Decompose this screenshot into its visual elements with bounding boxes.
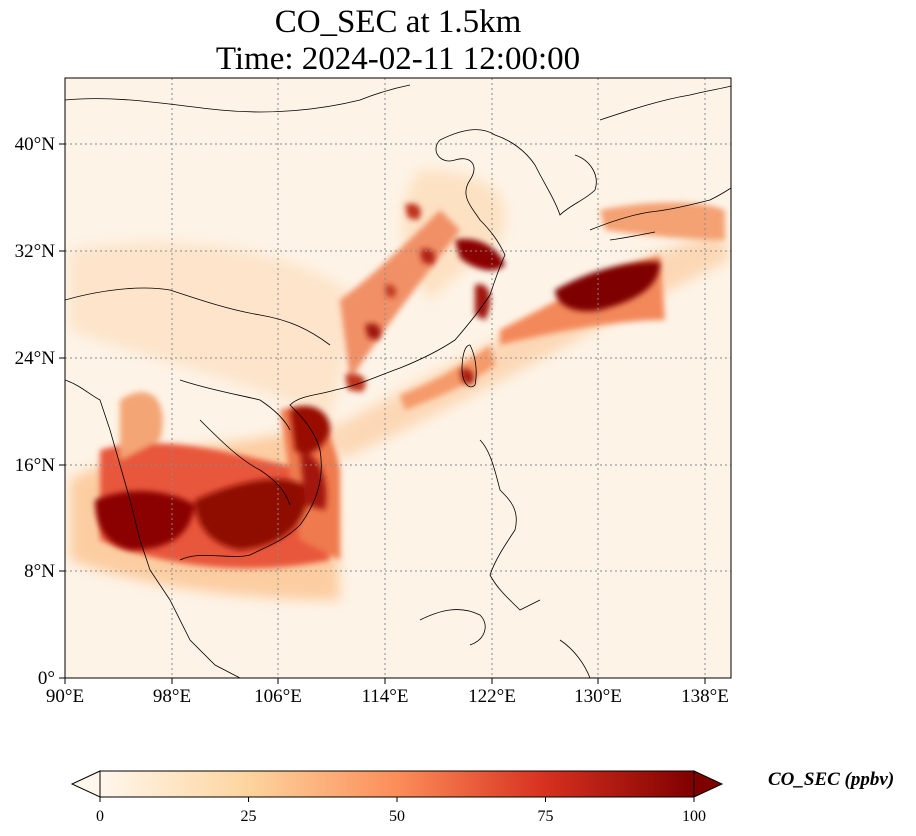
map-background	[65, 78, 731, 678]
hotspot-inland-3	[405, 203, 421, 220]
hotspot-thailand-myanmar	[95, 490, 195, 550]
colorbar-tick-label: 75	[538, 808, 554, 825]
hotspot-guangdong	[345, 373, 366, 392]
colorbar-max-extend	[693, 770, 724, 798]
lon-tick-label: 106°E	[254, 686, 302, 707]
lon-tick-label: 138°E	[681, 686, 729, 707]
lat-tick-label: 24°N	[15, 348, 56, 369]
plume-medium-myanmar	[120, 392, 163, 460]
colorbar-tick-label: 100	[682, 808, 706, 825]
lat-tick-labels: 0° 8°N 16°N 24°N 32°N 40°N	[15, 134, 56, 689]
plume-medium-japan	[600, 202, 725, 240]
colorbar-ticks	[99, 797, 695, 802]
hotspot-yangtze-delta	[455, 239, 505, 271]
lat-tick-label: 32°N	[15, 241, 56, 262]
map-panel: 90°E 98°E 106°E 114°E 122°E 130°E 138°E …	[15, 77, 732, 707]
plume-band-south-china	[70, 242, 360, 420]
lon-tick-label: 130°E	[574, 686, 622, 707]
map-subtitle: Time: 2024-02-11 12:00:00	[215, 41, 581, 77]
plume-medium-taiwan-strait	[400, 345, 495, 410]
coastlines	[65, 84, 731, 678]
map-frame	[64, 77, 732, 679]
colorbar-tick-label: 0	[96, 808, 104, 825]
hotspot-inland-2	[420, 248, 436, 265]
hotspot-pacific-plume	[555, 261, 660, 312]
lon-tick-label: 98°E	[153, 686, 191, 707]
concentration-field	[65, 78, 731, 678]
hotspot-taiwan	[460, 368, 475, 385]
lon-tick-labels: 90°E 98°E 106°E 114°E 122°E 130°E 138°E	[46, 686, 729, 707]
colorbar-gradient	[100, 771, 694, 797]
hotspot-cambodia	[195, 479, 310, 550]
lat-tick-label: 0°	[38, 668, 55, 689]
map-title: CO_SEC at 1.5km	[274, 4, 522, 40]
hotspot-inland-1	[365, 323, 381, 340]
lat-tick-label: 40°N	[15, 134, 56, 155]
lon-tick-label: 90°E	[46, 686, 84, 707]
colorbar-label: CO_SEC (ppbv)	[768, 769, 895, 790]
lon-tick-label: 122°E	[468, 686, 516, 707]
lat-tick-label: 8°N	[24, 561, 55, 582]
lon-tick-label: 114°E	[362, 686, 409, 707]
colorbar-tick-label: 50	[389, 808, 405, 825]
hotspot-vietnam-north	[290, 406, 330, 454]
lat-tick-label: 16°N	[15, 455, 56, 476]
colorbar-tick-label: 25	[241, 808, 257, 825]
hotspot-inland-4	[385, 284, 397, 298]
colorbar-min-extend	[70, 770, 101, 798]
colorbar: 0 25 50 75 100	[70, 770, 724, 825]
axis-ticks	[59, 143, 706, 684]
